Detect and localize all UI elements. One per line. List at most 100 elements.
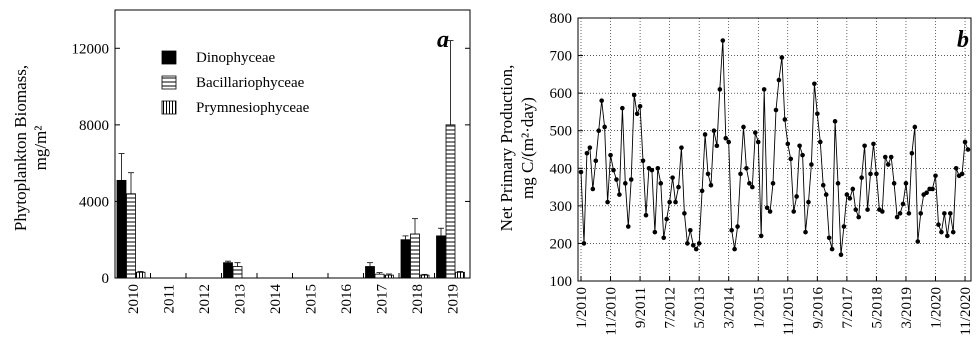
x-tick-label: 2013 <box>232 284 248 314</box>
data-point-2018-05 <box>874 171 879 177</box>
data-point-2011-01 <box>614 177 619 182</box>
data-point-2018-07 <box>880 209 885 214</box>
x-tick-label: 2011 <box>161 284 177 313</box>
data-point-2015-11 <box>785 141 791 147</box>
y-tick-label: 700 <box>550 49 573 65</box>
y-tick-label: 12000 <box>72 41 110 57</box>
legend-label-prymnesiophyceae: Prymnesiophyceae <box>196 100 310 116</box>
data-point-2019-04 <box>906 211 912 216</box>
data-point-2017-06 <box>841 224 847 229</box>
data-point-2017-11 <box>856 214 861 220</box>
x-tick-label: 2010 <box>126 284 142 314</box>
y-tick-label: 500 <box>550 124 573 140</box>
data-point-2020-01 <box>933 173 938 179</box>
data-point-2016-12 <box>823 192 829 197</box>
data-point-2017-04 <box>835 181 841 186</box>
panel-b-y-axis-label-line1: Net Primary Production, <box>497 65 516 232</box>
data-point-2017-03 <box>832 119 838 124</box>
data-point-2010-12 <box>611 167 616 173</box>
data-point-2012-08 <box>670 175 675 180</box>
x-tick-label: 3/2019 <box>899 287 915 329</box>
data-point-2017-05 <box>838 252 844 257</box>
bar-prymnesiophyceae-2010 <box>135 271 146 279</box>
data-point-2017-02 <box>829 246 835 252</box>
x-tick-label: 11/2020 <box>958 287 974 336</box>
data-point-2020-05 <box>945 233 950 239</box>
panel-b-x-ticks: 1/2010 11/2010 9/2011 7/2012 5/2013 3/2014 1/2… <box>574 18 974 336</box>
data-point-2014-03 <box>726 139 732 145</box>
panel-b-y-axis-label-line2: mg C/(m²·day) <box>518 97 537 199</box>
data-point-2012-05 <box>661 235 667 241</box>
y-tick-label: 8000 <box>79 118 109 134</box>
legend-swatch-prymnesiophyceae <box>161 100 177 115</box>
x-tick-label: 11/2010 <box>604 287 620 336</box>
data-point-2010-02 <box>581 241 587 246</box>
data-point-2016-04 <box>800 152 805 158</box>
bar-bacillariophyceae-2019 <box>445 124 456 279</box>
data-point-2016-03 <box>797 143 802 149</box>
data-point-2019-05 <box>909 150 915 156</box>
data-point-2017-12 <box>859 175 864 180</box>
data-point-2014-12 <box>752 130 758 135</box>
data-point-2015-12 <box>788 156 794 162</box>
panel-b-series <box>578 38 971 257</box>
data-point-2020-02 <box>936 222 941 227</box>
bar-dinophyceae-2017 <box>365 266 375 279</box>
data-point-2013-03 <box>690 243 696 248</box>
data-point-2014-08 <box>741 124 746 130</box>
x-tick-label: 11/2015 <box>781 287 797 336</box>
data-point-2011-06 <box>628 177 634 182</box>
data-point-2019-12 <box>930 186 935 192</box>
production-line <box>580 40 969 255</box>
data-point-2016-09 <box>815 111 820 117</box>
data-point-2015-03 <box>761 87 767 92</box>
x-tick-label: 2016 <box>339 284 355 315</box>
x-tick-label: 7/2017 <box>840 287 856 329</box>
data-point-2013-10 <box>711 128 717 134</box>
data-point-2019-10 <box>924 190 929 196</box>
data-point-2012-11 <box>679 145 684 150</box>
panel-b-grid <box>578 55 971 244</box>
data-point-2011-09 <box>637 103 643 109</box>
x-tick-label: 1/2010 <box>574 287 590 329</box>
x-tick-label: 5/2018 <box>869 287 885 329</box>
data-point-2016-08 <box>812 81 817 87</box>
data-point-2015-04 <box>764 205 770 211</box>
y-tick-label: 200 <box>550 236 573 252</box>
panel-b-axes <box>577 17 972 282</box>
data-point-2018-01 <box>862 143 867 149</box>
legend-label-dinophyceae: Dinophyceae <box>196 50 275 66</box>
panel-a-y-axis-label-line1: Phytoplankton Biomass, <box>11 65 30 231</box>
data-point-2018-11 <box>891 181 897 186</box>
data-point-2011-04 <box>623 181 628 186</box>
data-point-2010-09 <box>602 124 607 130</box>
data-point-2010-04 <box>587 145 593 150</box>
bar-prymnesiophyceae-2018 <box>419 274 430 279</box>
data-point-2017-07 <box>844 192 850 197</box>
data-point-2013-02 <box>688 227 693 233</box>
bar-dinophyceae-2013 <box>223 262 233 279</box>
data-point-2015-07 <box>773 107 779 113</box>
data-point-2012-09 <box>673 199 678 205</box>
data-point-2011-02 <box>617 192 622 197</box>
legend-swatch-bacillariophyceae <box>161 75 177 90</box>
data-point-2014-10 <box>747 181 752 186</box>
panel-a-y-axis-label-line2: mg/m² <box>31 126 50 171</box>
data-point-2015-05 <box>767 209 773 214</box>
bar-bacillariophyceae-2017 <box>374 273 385 279</box>
data-point-2016-02 <box>794 194 799 199</box>
data-point-2014-05 <box>732 246 737 252</box>
data-point-2019-08 <box>918 211 924 216</box>
x-tick-label: 2017 <box>374 284 390 315</box>
x-tick-label: 5/2013 <box>692 287 708 329</box>
panel-a-bars <box>116 40 465 279</box>
data-point-2020-11 <box>962 139 968 145</box>
x-tick-label: 7/2012 <box>663 287 679 329</box>
data-point-2014-02 <box>723 135 729 141</box>
panel-a-y-ticks: 0 4000 8000 12000 <box>72 41 470 287</box>
bar-bacillariophyceae-2013 <box>232 266 243 279</box>
bar-prymnesiophyceae-2019 <box>455 271 465 279</box>
data-point-2013-01 <box>685 241 690 246</box>
x-tick-label: 9/2011 <box>633 287 649 328</box>
